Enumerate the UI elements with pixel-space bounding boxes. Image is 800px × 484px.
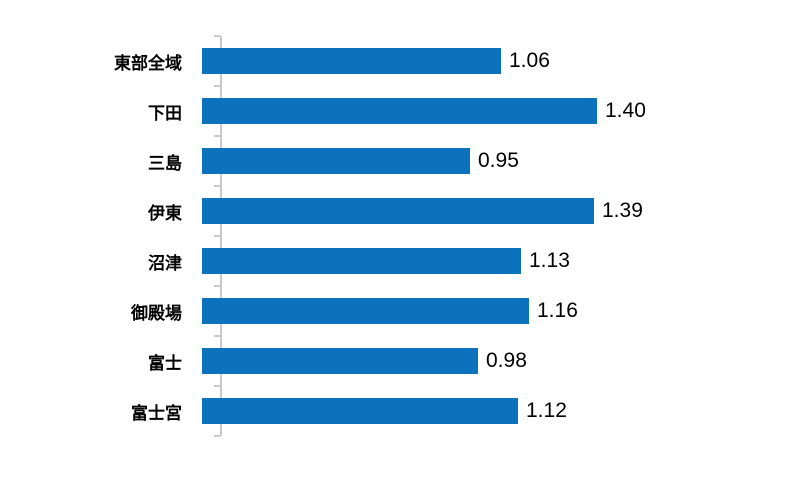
chart-row: 三島 0.95	[0, 136, 800, 186]
bar	[202, 98, 597, 124]
bar	[202, 398, 518, 424]
bar	[202, 348, 478, 374]
chart-row: 富士 0.98	[0, 336, 800, 386]
chart-row: 伊東 1.39	[0, 186, 800, 236]
bar	[202, 298, 529, 324]
bar	[202, 48, 501, 74]
chart-row: 富士宮 1.12	[0, 386, 800, 436]
axis-tick	[214, 185, 220, 187]
bar-zone: 1.39	[202, 186, 800, 236]
axis-tick	[214, 385, 220, 387]
bar	[202, 148, 470, 174]
bar-zone: 1.40	[202, 86, 800, 136]
bar-zone: 0.98	[202, 336, 800, 386]
axis-tick	[214, 335, 220, 337]
bar-zone: 1.13	[202, 236, 800, 286]
y-axis-line	[220, 36, 222, 436]
chart-row: 御殿場 1.16	[0, 286, 800, 336]
value-label: 1.39	[602, 199, 643, 222]
category-label: 富士宮	[131, 403, 182, 423]
axis-tick	[214, 285, 220, 287]
chart-row: 東部全域 1.06	[0, 36, 800, 86]
value-label: 1.06	[509, 49, 550, 72]
category-label: 東部全域	[114, 53, 182, 73]
chart-row: 下田 1.40	[0, 86, 800, 136]
bar	[202, 248, 521, 274]
category-label: 御殿場	[131, 303, 182, 323]
category-label: 伊東	[148, 203, 182, 223]
value-label: 0.95	[478, 149, 519, 172]
value-label: 1.12	[526, 399, 567, 422]
axis-tick	[214, 85, 220, 87]
axis-tick	[214, 35, 220, 37]
bar-zone: 0.95	[202, 136, 800, 186]
category-label: 沼津	[148, 253, 182, 273]
category-label: 下田	[148, 103, 182, 123]
value-label: 1.40	[605, 99, 646, 122]
chart-row: 沼津 1.13	[0, 236, 800, 286]
axis-tick	[214, 235, 220, 237]
value-label: 0.98	[486, 349, 527, 372]
chart-rows: 東部全域 1.06 下田 1.40 三島 0.95 伊東 1.39 沼津 1.1…	[0, 36, 800, 436]
axis-tick	[214, 435, 220, 437]
axis-tick	[214, 135, 220, 137]
bar-zone: 1.16	[202, 286, 800, 336]
bar-zone: 1.12	[202, 386, 800, 436]
bar	[202, 198, 594, 224]
bar-zone: 1.06	[202, 36, 800, 86]
value-label: 1.16	[537, 299, 578, 322]
value-label: 1.13	[529, 249, 570, 272]
category-label: 三島	[148, 153, 182, 173]
category-label: 富士	[148, 353, 182, 373]
